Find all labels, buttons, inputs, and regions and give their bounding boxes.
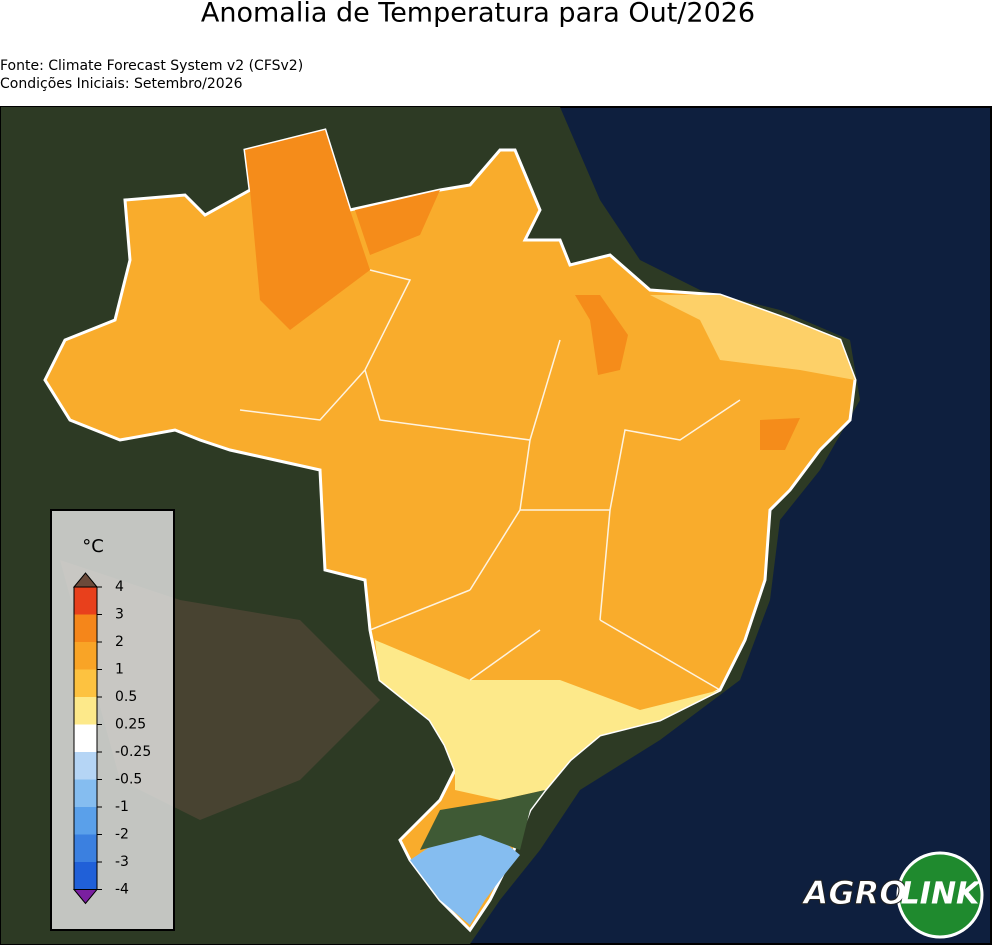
colorbar-box (50, 509, 175, 931)
colorbar-segment (74, 779, 97, 807)
colorbar-tick-label: -3 (115, 854, 129, 870)
colorbar-tick-label: -4 (115, 882, 129, 898)
colorbar-segment (74, 669, 97, 697)
cool-patch (410, 830, 520, 925)
colorbar-tick-label: -1 (115, 799, 129, 815)
map (0, 106, 992, 945)
warm-patch (760, 418, 800, 450)
mild-patch (375, 640, 720, 800)
colorbar-segment (74, 752, 97, 780)
logo-left: AGRO (801, 874, 907, 912)
colorbar-segment (74, 697, 97, 725)
colorbar-segment (74, 807, 97, 835)
warm-patch (355, 190, 440, 255)
colorbar-segment (74, 834, 97, 862)
source: Fonte: Climate Forecast System v2 (CFSv2… (0, 58, 303, 74)
colorbar-segment (74, 724, 97, 752)
neutral-patch (420, 790, 545, 850)
colorbar-outline (73, 586, 98, 890)
logo: AGRO LINK (800, 851, 984, 939)
colorbar-segment (74, 642, 97, 670)
colorbar-tick-label: 2 (115, 634, 124, 650)
warm-patch (245, 130, 370, 330)
colorbar-tick-label: 3 (115, 607, 124, 623)
initial-conditions: Condições Iniciais: Setembro/2026 (0, 76, 243, 92)
colorbar-segment (74, 614, 97, 642)
colorbar-tick-label: 0.25 (115, 717, 146, 733)
colorbar-tick-label: 1 (115, 662, 124, 678)
colorbar-segment (74, 587, 97, 615)
colorbar-tick-label: 4 (115, 579, 124, 595)
warm-patch (575, 295, 628, 375)
mild-patch (650, 295, 855, 380)
title: Anomalia de Temperatura para Out/2026 (201, 0, 755, 29)
colorbar-tick-label: -2 (115, 827, 129, 843)
logo-right: LINK (901, 877, 982, 912)
colorbar-tick-label: 0.5 (115, 689, 137, 705)
logo-circle (896, 851, 984, 939)
state-borders (239, 269, 741, 691)
colorbar-segment (74, 862, 97, 890)
colorbar-tick-label: -0.5 (115, 772, 142, 788)
colorbar-tick-label: -0.25 (115, 744, 151, 760)
colorbar-label: °C (82, 536, 104, 557)
colorbar: °C 4 3 2 1 0.5 0.25 -0.25 -0.5 -1 -2 -3 -4 (50, 509, 175, 931)
